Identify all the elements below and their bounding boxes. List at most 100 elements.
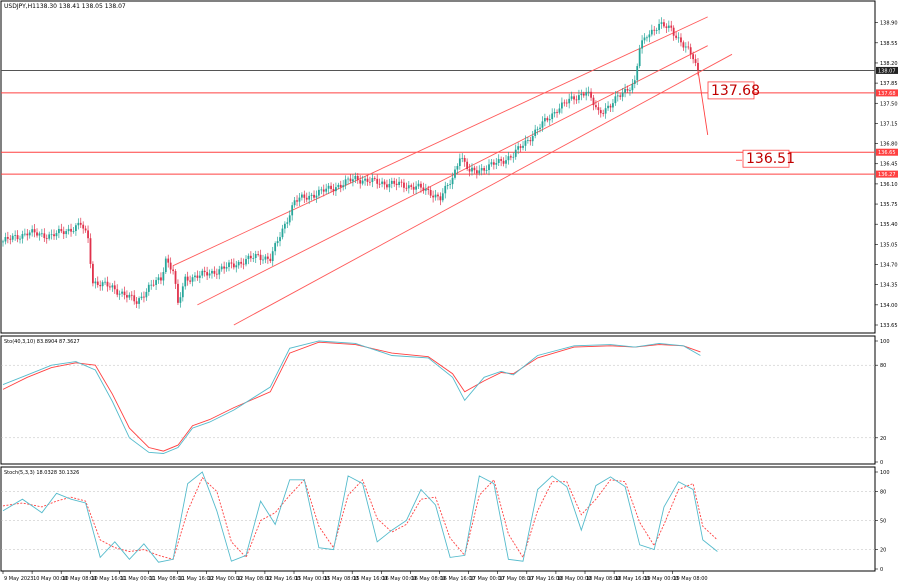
candle-body — [490, 162, 493, 165]
candle-body — [9, 238, 12, 240]
candle-body — [342, 185, 345, 188]
candle-body — [556, 111, 558, 113]
candle-body — [109, 286, 111, 288]
candle-body — [279, 237, 281, 242]
candle-body — [70, 228, 72, 232]
candle-body — [116, 289, 119, 295]
candle-body — [82, 224, 85, 229]
candle-body — [126, 295, 128, 298]
candle-body — [412, 186, 415, 190]
candle-body — [629, 90, 631, 92]
candle-body — [135, 301, 138, 304]
horizontal-levels[interactable]: 138.07 137.68 136.65 136.27 — [1, 66, 898, 178]
candle-body — [330, 185, 332, 190]
candle-body — [84, 228, 87, 231]
candle-body — [133, 295, 136, 302]
candle-body — [320, 189, 323, 191]
candle-body — [519, 146, 522, 148]
candle-body — [631, 83, 634, 91]
candle-body — [249, 255, 252, 259]
candle-body — [16, 235, 19, 240]
candle-body — [138, 298, 140, 304]
time-tick-label: 16 May 00:00 — [382, 576, 416, 582]
candle-body — [344, 179, 347, 186]
time-tick-label: 15 May 00:00 — [295, 576, 329, 582]
price-tick-label: 135.75 — [880, 202, 898, 208]
candle-body — [118, 293, 121, 295]
oscillator-panel-1[interactable] — [0, 335, 876, 465]
oscillator-panel-2[interactable] — [0, 466, 876, 572]
candlesticks — [2, 17, 699, 309]
candle-body — [458, 158, 461, 166]
candle-body — [43, 233, 46, 239]
candle-body — [641, 40, 643, 49]
candle-body — [152, 284, 155, 286]
time-tick-label: 11 May 16:00 — [179, 576, 213, 582]
candle-body — [293, 200, 296, 206]
price-tick-label: 135.05 — [880, 242, 898, 248]
candle-body — [79, 222, 82, 225]
candle-body — [94, 281, 97, 284]
price-tick-label: 135.40 — [880, 222, 898, 228]
candle-body — [356, 175, 359, 181]
candle-body — [145, 291, 148, 298]
candle-body — [663, 22, 665, 27]
candle-body — [607, 105, 609, 109]
oscillator-1-plot: 100 80 20 0 — [1, 339, 890, 466]
candle-body — [167, 258, 170, 263]
candle-body — [77, 222, 80, 226]
candle-body — [687, 46, 690, 48]
candle-body — [33, 229, 36, 233]
candle-body — [354, 175, 357, 180]
candle-body — [619, 95, 622, 97]
candle-body — [471, 167, 473, 172]
candle-body — [237, 261, 240, 266]
candle-body — [378, 183, 381, 185]
candle-body — [172, 269, 174, 272]
candle-body — [502, 160, 505, 164]
candle-body — [420, 183, 422, 188]
price-panel[interactable] — [0, 0, 876, 334]
candle-body — [495, 162, 498, 165]
osc-tick-label: 20 — [880, 436, 886, 442]
candle-body — [488, 164, 490, 171]
candle-body — [456, 165, 459, 170]
candle-body — [655, 30, 658, 31]
candle-body — [541, 121, 544, 128]
candle-body — [551, 113, 554, 120]
candle-body — [228, 262, 230, 268]
price-tick-label: 138.55 — [880, 41, 898, 47]
candle-body — [505, 160, 507, 164]
candle-body — [283, 223, 286, 229]
candle-body — [531, 135, 534, 142]
candle-body — [670, 25, 673, 28]
candle-body — [2, 241, 4, 243]
candle-body — [211, 270, 213, 274]
candle-body — [286, 222, 289, 224]
candle-body — [415, 186, 417, 190]
candle-body — [169, 262, 172, 270]
candle-body — [300, 194, 303, 198]
candle-body — [381, 181, 383, 184]
price-tick-label: 136.10 — [880, 182, 898, 188]
candle-body — [636, 66, 639, 81]
candle-body — [208, 273, 211, 276]
candle-body — [667, 25, 670, 28]
candle-body — [529, 140, 532, 142]
candle-body — [53, 234, 55, 237]
time-tick-label: 12 May 16:00 — [266, 576, 300, 582]
ohlc-values: 138.30 138.41 138.05 138.07 — [36, 3, 126, 10]
candle-body — [130, 294, 133, 296]
candle-body — [157, 277, 160, 281]
candle-body — [189, 280, 192, 282]
candle-body — [626, 88, 629, 91]
candle-body — [446, 185, 449, 186]
candle-body — [140, 296, 143, 299]
candle-body — [14, 235, 17, 236]
time-tick-label: 16 May 08:00 — [411, 576, 445, 582]
candle-body — [573, 96, 575, 100]
candle-body — [164, 258, 167, 273]
candle-body — [60, 228, 63, 232]
candle-body — [599, 110, 602, 114]
